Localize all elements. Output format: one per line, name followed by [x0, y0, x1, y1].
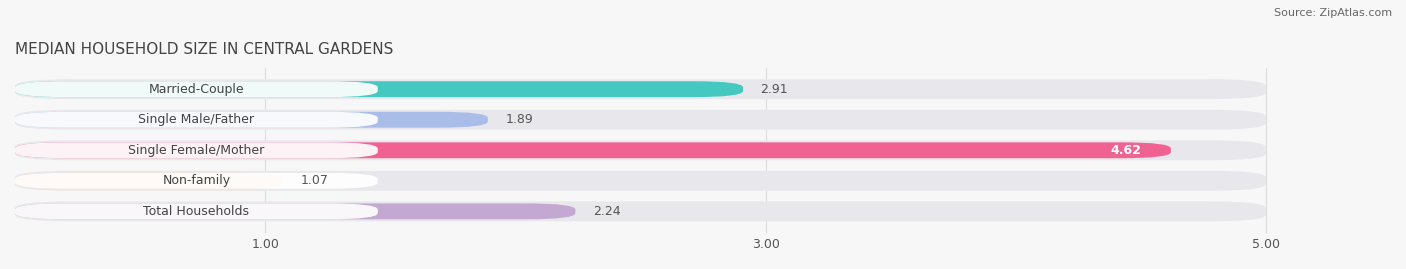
FancyBboxPatch shape — [15, 142, 1171, 158]
Text: Non-family: Non-family — [162, 174, 231, 187]
Text: Total Households: Total Households — [143, 205, 249, 218]
Text: 1.07: 1.07 — [301, 174, 328, 187]
Text: 4.62: 4.62 — [1109, 144, 1140, 157]
FancyBboxPatch shape — [15, 110, 1265, 130]
FancyBboxPatch shape — [15, 112, 488, 128]
Text: 2.24: 2.24 — [593, 205, 620, 218]
Text: Married-Couple: Married-Couple — [149, 83, 245, 96]
FancyBboxPatch shape — [15, 173, 378, 189]
FancyBboxPatch shape — [15, 201, 1265, 221]
FancyBboxPatch shape — [15, 142, 378, 158]
FancyBboxPatch shape — [15, 171, 1265, 191]
Text: Source: ZipAtlas.com: Source: ZipAtlas.com — [1274, 8, 1392, 18]
FancyBboxPatch shape — [15, 79, 1265, 99]
FancyBboxPatch shape — [15, 112, 378, 128]
Text: 1.89: 1.89 — [505, 113, 533, 126]
FancyBboxPatch shape — [15, 81, 378, 97]
FancyBboxPatch shape — [15, 203, 378, 219]
Text: Single Female/Mother: Single Female/Mother — [128, 144, 264, 157]
Text: 2.91: 2.91 — [761, 83, 789, 96]
Text: MEDIAN HOUSEHOLD SIZE IN CENTRAL GARDENS: MEDIAN HOUSEHOLD SIZE IN CENTRAL GARDENS — [15, 42, 394, 57]
Text: Single Male/Father: Single Male/Father — [138, 113, 254, 126]
FancyBboxPatch shape — [15, 140, 1265, 160]
FancyBboxPatch shape — [15, 173, 283, 189]
FancyBboxPatch shape — [15, 81, 742, 97]
FancyBboxPatch shape — [15, 203, 575, 219]
